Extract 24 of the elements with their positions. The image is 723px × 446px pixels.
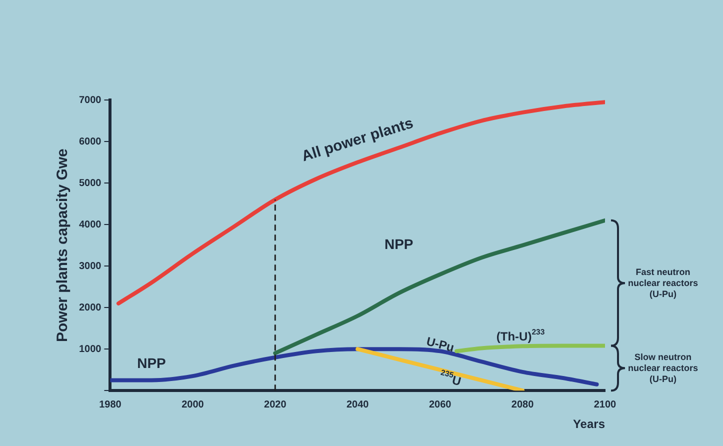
- text: All power plants: [300, 114, 416, 166]
- x-tick-label: 2040: [346, 399, 370, 410]
- text: U-Pu: [424, 334, 456, 355]
- annotation: NPP: [137, 355, 166, 372]
- x-tick-label: 2020: [264, 399, 287, 410]
- x-axis-title: Years: [572, 417, 606, 432]
- text: NPP: [384, 236, 414, 252]
- y-tick-label: 5000: [78, 178, 102, 189]
- y-tick-label: 1000: [78, 344, 102, 355]
- x-tick-label: 2060: [428, 399, 452, 410]
- y-tick-label: 3000: [78, 260, 102, 272]
- line-series: [273, 218, 605, 356]
- y-axis-title: Power plants capacity Gwe: [54, 148, 72, 342]
- y-tick-label: 7000: [78, 94, 102, 106]
- y-tick-label: 4000: [78, 219, 102, 230]
- x-tick-label: 2100: [594, 399, 617, 410]
- line-series: [116, 100, 605, 306]
- text: Slow neutron nuclear reactors (U-Pu): [628, 352, 698, 386]
- x-tick-label: 2080: [511, 399, 534, 410]
- y-tick-label: 2000: [78, 302, 102, 314]
- y-tick-label: 6000: [78, 136, 102, 148]
- x-tick-label: 1980: [99, 399, 122, 410]
- x-tick-label: 2000: [182, 399, 204, 410]
- text: Fast neutron nuclear reactors (U-Pu): [628, 267, 698, 300]
